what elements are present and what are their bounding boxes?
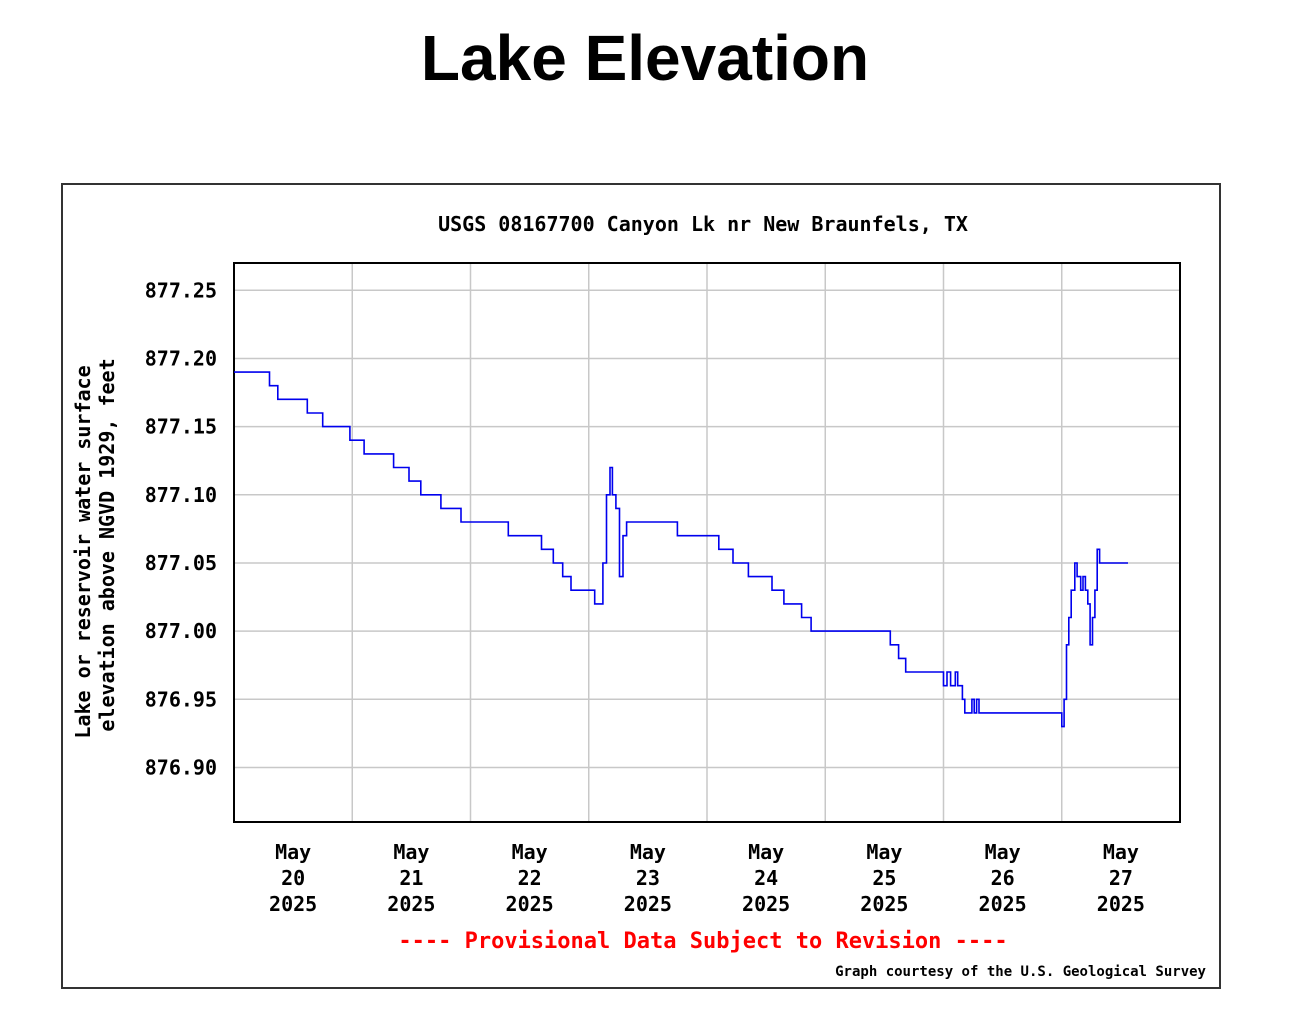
x-tick-label-line: May <box>748 840 784 864</box>
x-tick-label-line: 2025 <box>506 892 554 916</box>
x-tick-label-line: 26 <box>991 866 1015 890</box>
x-tick-label-line: May <box>985 840 1021 864</box>
y-tick-label: 877.25 <box>145 278 217 302</box>
x-tick-label-line: 2025 <box>742 892 790 916</box>
y-tick-label: 877.00 <box>145 619 217 643</box>
x-tick-label-line: May <box>275 840 311 864</box>
x-tick-label-line: 21 <box>399 866 423 890</box>
chart-title: USGS 08167700 Canyon Lk nr New Braunfels… <box>438 212 968 236</box>
page-title: Lake Elevation <box>420 22 870 94</box>
series-layer <box>234 371 1128 728</box>
x-tick-label-line: May <box>393 840 429 864</box>
x-tick-label-line: 27 <box>1109 866 1133 890</box>
chart-frame <box>61 183 1221 989</box>
y-tick-label: 877.20 <box>145 346 217 370</box>
y-tick-label: 876.90 <box>145 755 217 779</box>
x-tick-label-line: 2025 <box>624 892 672 916</box>
x-tick-label-line: May <box>1103 840 1139 864</box>
x-tick-label-line: 22 <box>518 866 542 890</box>
plot-area <box>233 262 1181 823</box>
x-tick-label-line: 2025 <box>387 892 435 916</box>
usgs-credit: Graph courtesy of the U.S. Geological Su… <box>835 964 1206 980</box>
x-tick-label-line: May <box>630 840 666 864</box>
y-tick-label: 877.05 <box>145 551 217 575</box>
y-axis-label: Lake or reservoir water surface elevatio… <box>71 358 119 738</box>
x-tick-label-line: May <box>866 840 902 864</box>
x-tick-label-line: 25 <box>872 866 896 890</box>
x-tick-label-line: 20 <box>281 866 305 890</box>
gridlines <box>234 263 1180 822</box>
series-line <box>234 371 1128 728</box>
x-axis-ticks: May202025May212025May222025May232025May2… <box>269 840 1145 916</box>
y-tick-label: 876.95 <box>145 687 217 711</box>
x-tick-label-line: 2025 <box>979 892 1027 916</box>
x-tick-label-line: 24 <box>754 866 778 890</box>
x-tick-label-line: 2025 <box>1097 892 1145 916</box>
x-tick-label-line: May <box>512 840 548 864</box>
y-tick-label: 877.10 <box>145 483 217 507</box>
y-axis-ticks: 876.90 876.95 877.00 877.05 877.10 877.15 877.… <box>145 278 217 779</box>
y-axis-label-line2: elevation above NGVD 1929, feet <box>95 358 119 731</box>
x-tick-label-line: 2025 <box>269 892 317 916</box>
x-tick-label-line: 2025 <box>860 892 908 916</box>
x-tick-label-line: 23 <box>636 866 660 890</box>
y-axis-label-line1: Lake or reservoir water surface <box>71 365 95 738</box>
provisional-notice: ---- Provisional Data Subject to Revisio… <box>398 929 1007 954</box>
y-tick-label: 877.15 <box>145 415 217 439</box>
